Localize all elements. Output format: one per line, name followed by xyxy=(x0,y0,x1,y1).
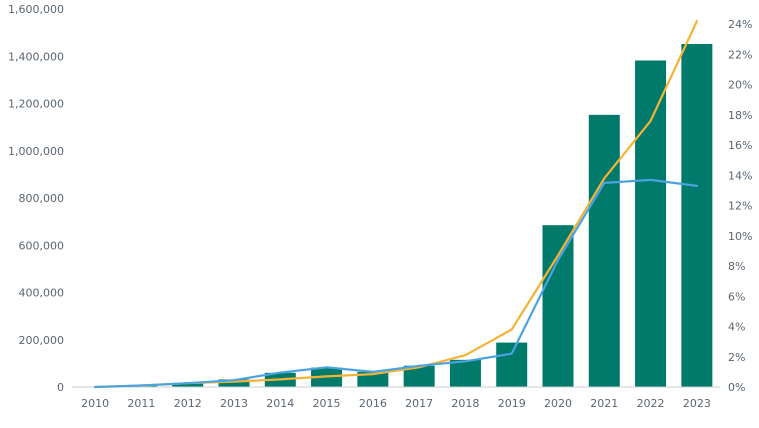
x-tick-label: 2014 xyxy=(266,397,294,410)
left-y-tick-label: 600,000 xyxy=(19,239,65,252)
x-tick-label: 2022 xyxy=(637,397,665,410)
right-y-tick-label: 10% xyxy=(728,230,752,243)
left-y-axis: 0 200,000 400,000 600,000 800,000 1,000,000 1,… xyxy=(8,3,64,394)
left-y-tick-label: 1,000,000 xyxy=(8,145,64,158)
left-y-tick-label: 800,000 xyxy=(19,192,65,205)
bar xyxy=(357,371,389,387)
right-y-tick-label: 12% xyxy=(728,200,752,213)
x-tick-label: 2018 xyxy=(451,397,479,410)
right-y-tick-label: 16% xyxy=(728,139,752,152)
bar xyxy=(588,114,620,387)
right-y-tick-label: 4% xyxy=(728,321,745,334)
x-axis: 2010 2011 2012 2013 2014 2015 2016 2017 2018 2019… xyxy=(81,397,711,410)
bar-series xyxy=(79,43,713,388)
bar xyxy=(635,60,667,387)
left-y-tick-label: 0 xyxy=(57,381,64,394)
x-tick-label: 2010 xyxy=(81,397,109,410)
bar xyxy=(496,342,528,387)
right-y-tick-label: 2% xyxy=(728,351,745,364)
x-tick-label: 2012 xyxy=(174,397,202,410)
right-y-tick-label: 8% xyxy=(728,260,745,273)
right-y-tick-label: 18% xyxy=(728,109,752,122)
x-tick-label: 2020 xyxy=(544,397,572,410)
x-tick-label: 2019 xyxy=(498,397,526,410)
right-y-tick-label: 24% xyxy=(728,18,752,31)
bar xyxy=(542,225,574,387)
right-y-axis: 0% 2% 4% 6% 8% 10% 12% 14% 16% 18% 20% 22% 24% xyxy=(728,18,752,394)
line-series xyxy=(93,20,699,389)
right-y-tick-label: 0% xyxy=(728,381,745,394)
x-tick-label: 2017 xyxy=(405,397,433,410)
x-tick-label: 2021 xyxy=(590,397,618,410)
bar xyxy=(403,365,435,387)
x-tick-label: 2015 xyxy=(313,397,341,410)
x-tick-label: 2011 xyxy=(127,397,155,410)
x-tick-label: 2016 xyxy=(359,397,387,410)
right-y-tick-label: 14% xyxy=(728,169,752,182)
left-y-tick-label: 1,200,000 xyxy=(8,98,64,111)
left-y-tick-label: 200,000 xyxy=(19,334,65,347)
bar xyxy=(681,43,713,388)
left-y-tick-label: 1,600,000 xyxy=(8,3,64,16)
series-line xyxy=(93,178,699,389)
left-y-tick-label: 400,000 xyxy=(19,287,65,300)
right-y-tick-label: 22% xyxy=(728,48,752,61)
right-y-tick-label: 20% xyxy=(728,79,752,92)
bar xyxy=(449,359,481,387)
x-tick-label: 2023 xyxy=(683,397,711,410)
bar xyxy=(172,383,204,387)
bar xyxy=(218,379,250,387)
x-tick-label: 2013 xyxy=(220,397,248,410)
right-y-tick-label: 6% xyxy=(728,290,745,303)
left-y-tick-label: 1,400,000 xyxy=(8,50,64,63)
